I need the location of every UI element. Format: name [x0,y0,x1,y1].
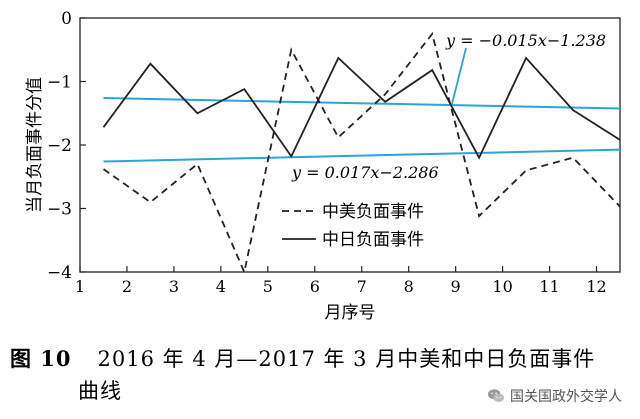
trendline-1-leader [451,47,467,105]
x-tick-label: 10 [492,277,512,296]
x-tick-label: 12 [586,277,606,296]
x-tick-label: 2 [122,277,132,296]
trendline-2-label: y = 0.017x−2.286 [291,163,439,182]
y-tick-label: −2 [47,136,72,156]
watermark-text: 国关国政外交学人 [510,389,622,405]
series-line-2 [102,56,621,160]
wechat-icon [487,389,505,402]
figure-caption: 图 10 2016 年 4 月—2017 年 3 月中美和中日负面事件 曲线 [10,343,635,407]
watermark: 国关国政外交学人 [481,384,628,408]
x-tick-label: 11 [539,277,559,296]
x-axis-label: 月序号 [325,303,376,323]
y-tick-label: −4 [47,263,72,283]
y-tick-label: 0 [61,9,72,29]
x-tick-label: 6 [310,277,320,296]
x-tick-label: 4 [216,277,226,296]
y-tick-label: −1 [47,73,72,93]
legend-label-2: 中日负面事件 [322,230,424,250]
trendline-2 [103,148,621,163]
y-tick-label: −3 [47,200,72,220]
series-line-1 [102,31,621,275]
chart: 1 2 3 4 5 6 7 8 9 10 11 12 0 −1 −2 −3 −4 月序号 当月负面事件分值 y = −… [25,9,621,323]
trendline-1-label: y = −0.015x−1.238 [445,31,606,50]
x-tick-label: 5 [263,277,273,296]
x-tick-label: 8 [404,277,414,296]
figure-title-line1: 2016 年 4 月—2017 年 3 月中美和中日负面事件 [97,347,596,371]
x-tick-label: 9 [451,277,461,296]
x-tick-label: 7 [357,277,367,296]
figure-label: 图 10 [10,346,72,371]
x-tick-label: 3 [169,277,179,296]
legend-label-1: 中美负面事件 [322,202,424,222]
x-tick-label: 1 [75,277,85,296]
figure-title-line2: 曲线 [78,379,122,403]
trendline-1 [103,97,621,110]
y-axis-label: 当月负面事件分值 [25,77,45,213]
